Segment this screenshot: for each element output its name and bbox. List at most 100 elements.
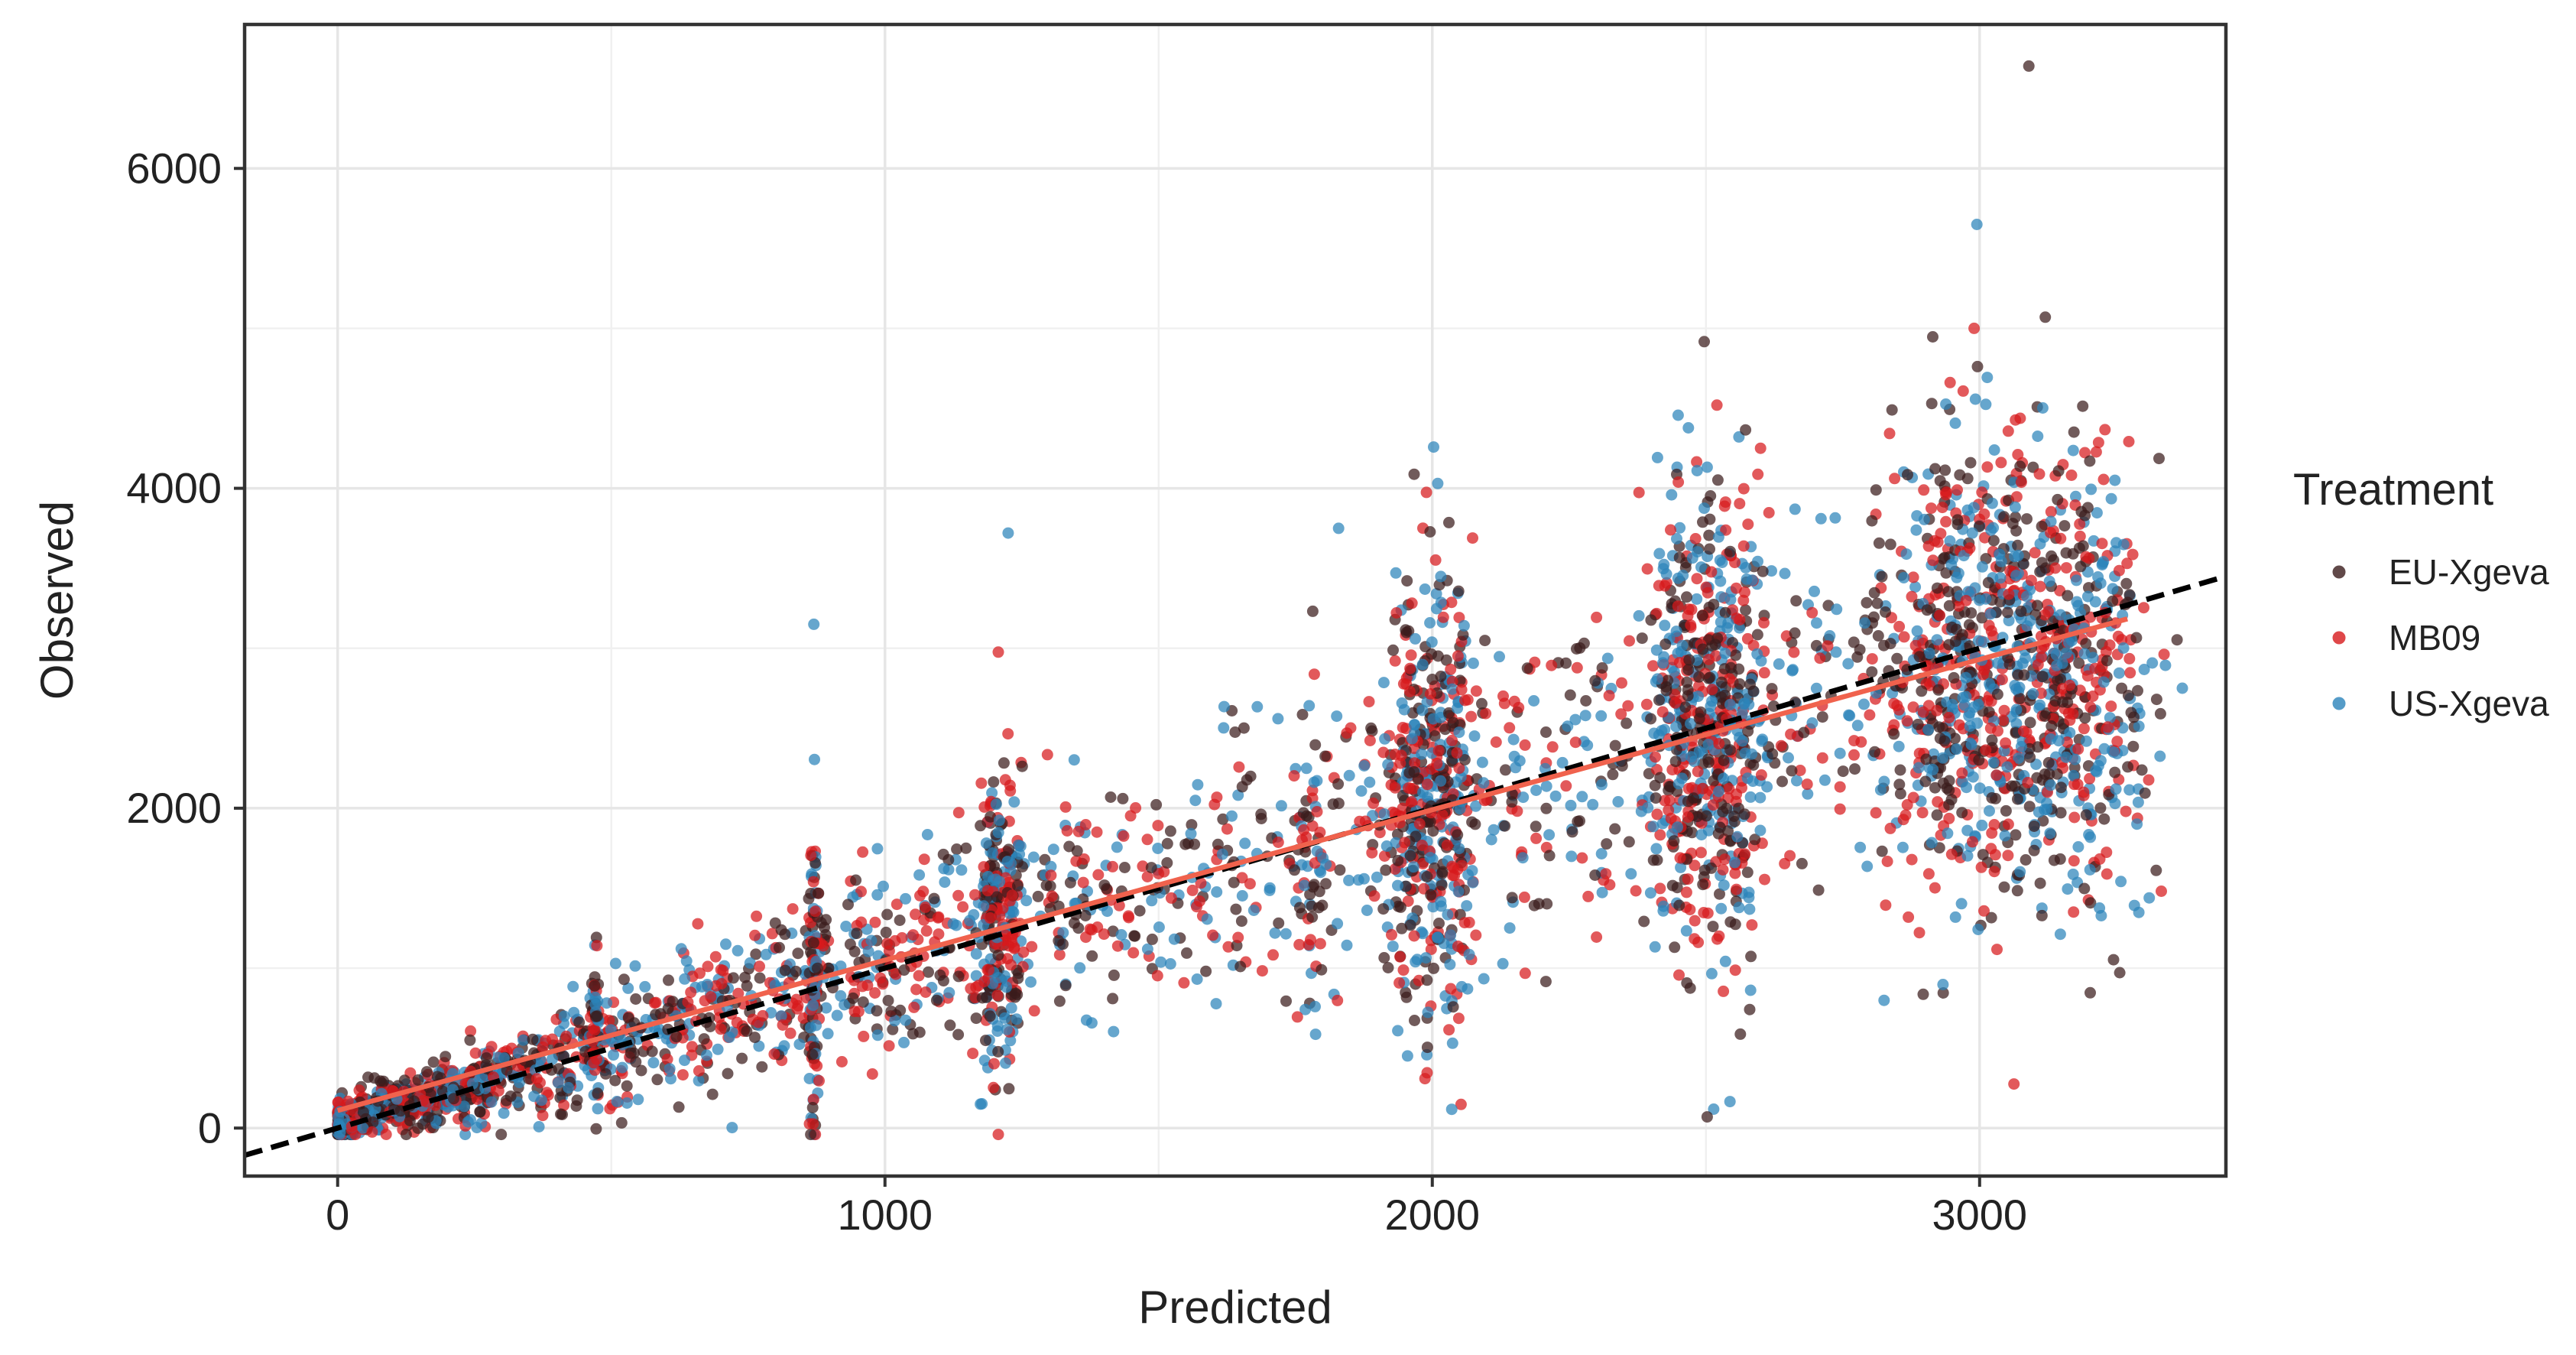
- data-point-mb09: [1672, 600, 1684, 613]
- data-point-mb09: [1306, 820, 1319, 832]
- data-point-mb09: [537, 1041, 549, 1053]
- data-point-us-xgeva: [1744, 791, 1757, 803]
- data-point-mb09: [967, 1048, 979, 1060]
- data-point-eu-xgeva: [1649, 779, 1661, 791]
- data-point-mb09: [715, 1023, 727, 1035]
- data-point-mb09: [857, 846, 869, 858]
- data-point-eu-xgeva: [464, 1034, 476, 1046]
- data-point-us-xgeva: [2060, 647, 2072, 659]
- data-point-mb09: [1906, 590, 1918, 603]
- data-point-eu-xgeva: [1734, 1028, 1747, 1040]
- data-point-eu-xgeva: [1945, 794, 1958, 806]
- data-point-us-xgeva: [1485, 833, 1497, 846]
- data-point-us-xgeva: [1633, 609, 1645, 622]
- data-point-us-xgeva: [1446, 1037, 1458, 1049]
- data-point-eu-xgeva: [1749, 833, 1761, 846]
- data-point-eu-xgeva: [1767, 748, 1779, 760]
- data-point-mb09: [1689, 859, 1701, 872]
- data-point-mb09: [1446, 734, 1458, 746]
- data-point-eu-xgeva: [1932, 684, 1945, 696]
- data-point-us-xgeva: [1540, 780, 1552, 792]
- data-point-mb09: [768, 1048, 780, 1060]
- data-points: [332, 60, 2188, 1141]
- data-point-eu-xgeva: [589, 980, 601, 992]
- data-point-mb09: [2101, 868, 2113, 880]
- data-point-eu-xgeva: [2132, 684, 2143, 697]
- data-point-eu-xgeva: [2062, 590, 2074, 602]
- data-point-us-xgeva: [1949, 417, 1961, 429]
- data-point-mb09: [751, 910, 763, 922]
- data-point-us-xgeva: [2062, 883, 2074, 895]
- data-point-us-xgeva: [458, 1100, 470, 1113]
- data-point-mb09: [918, 853, 930, 866]
- data-point-us-xgeva: [1985, 524, 1997, 536]
- data-point-mb09: [1394, 950, 1406, 963]
- data-point-eu-xgeva: [1985, 911, 1997, 924]
- data-point-eu-xgeva: [1564, 689, 1576, 701]
- data-point-eu-xgeva: [1740, 424, 1752, 436]
- data-point-eu-xgeva: [1506, 892, 1518, 904]
- data-point-us-xgeva: [2117, 538, 2130, 551]
- data-point-us-xgeva: [1858, 698, 1870, 710]
- data-point-mb09: [1571, 661, 1583, 674]
- data-point-mb09: [1389, 655, 1401, 667]
- data-point-us-xgeva: [999, 1012, 1011, 1024]
- data-point-us-xgeva: [1728, 856, 1741, 869]
- data-point-eu-xgeva: [1044, 880, 1056, 892]
- data-point-mb09: [1513, 701, 1525, 713]
- trend-lines: [244, 574, 2227, 1158]
- data-point-us-xgeva: [1984, 608, 1997, 620]
- data-point-mb09: [855, 916, 868, 928]
- data-point-mb09: [2029, 547, 2041, 559]
- data-point-us-xgeva: [1761, 781, 1773, 793]
- data-point-mb09: [2061, 736, 2073, 749]
- data-point-mb09: [1455, 1098, 1467, 1110]
- data-point-eu-xgeva: [1179, 838, 1192, 850]
- data-point-mb09: [1152, 820, 1164, 832]
- data-point-eu-xgeva: [1666, 879, 1679, 892]
- data-point-eu-xgeva: [2024, 716, 2036, 729]
- data-point-us-xgeva: [1000, 1057, 1011, 1069]
- data-point-eu-xgeva: [970, 1012, 982, 1025]
- data-point-eu-xgeva: [1401, 575, 1413, 587]
- data-point-mb09: [702, 960, 714, 973]
- data-point-eu-xgeva: [420, 1066, 433, 1078]
- data-point-eu-xgeva: [894, 915, 906, 926]
- data-point-mb09: [1794, 765, 1806, 776]
- data-point-eu-xgeva: [2014, 460, 2026, 473]
- data-point-eu-xgeva: [1365, 722, 1377, 734]
- data-point-mb09: [1028, 1005, 1040, 1017]
- data-point-mb09: [1222, 941, 1234, 953]
- data-point-us-xgeva: [1802, 788, 1814, 800]
- data-point-us-xgeva: [1878, 994, 1890, 1006]
- data-point-mb09: [2003, 588, 2015, 600]
- data-point-eu-xgeva: [1580, 695, 1592, 707]
- data-point-us-xgeva: [701, 979, 713, 990]
- data-point-eu-xgeva: [2052, 493, 2064, 505]
- data-point-mb09: [1734, 498, 1746, 510]
- data-point-mb09: [1659, 580, 1671, 592]
- data-point-eu-xgeva: [2036, 909, 2048, 921]
- data-point-eu-xgeva: [1377, 903, 1390, 915]
- data-point-us-xgeva: [1731, 830, 1744, 843]
- data-point-mb09: [910, 983, 923, 996]
- data-point-eu-xgeva: [1500, 764, 1511, 776]
- data-point-eu-xgeva: [1880, 606, 1891, 618]
- data-point-us-xgeva: [1379, 733, 1391, 745]
- data-point-eu-xgeva: [1766, 683, 1778, 695]
- data-point-eu-xgeva: [1320, 878, 1332, 890]
- data-point-eu-xgeva: [756, 1061, 768, 1073]
- data-point-us-xgeva: [943, 986, 955, 999]
- data-point-eu-xgeva: [1424, 526, 1436, 538]
- data-point-mb09: [1713, 738, 1725, 749]
- data-point-us-xgeva: [1430, 603, 1442, 615]
- data-point-us-xgeva: [1724, 698, 1736, 710]
- data-point-eu-xgeva: [1711, 474, 1724, 486]
- data-point-us-xgeva: [964, 915, 976, 927]
- data-point-mb09: [1736, 781, 1747, 794]
- data-point-us-xgeva: [601, 997, 613, 1009]
- data-point-mb09: [855, 885, 867, 898]
- data-point-us-xgeva: [680, 955, 693, 967]
- data-point-mb09: [1929, 882, 1941, 894]
- data-point-eu-xgeva: [1105, 791, 1117, 803]
